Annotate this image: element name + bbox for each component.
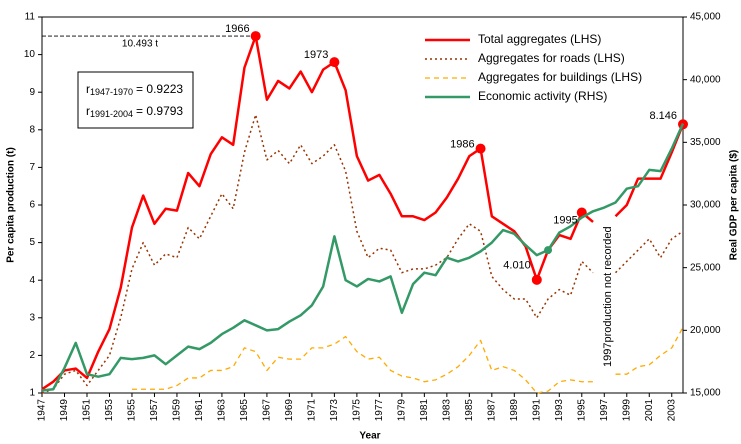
- y-tick-label: 2: [29, 350, 35, 361]
- correlation-period: 1991-2004: [90, 109, 133, 119]
- annotation: 1966: [225, 23, 249, 35]
- correlation-value: = 0.9793: [136, 104, 183, 118]
- y-tick-label: 11: [25, 12, 36, 23]
- y-tick-label: 5: [29, 237, 35, 248]
- legend-label: Aggregates for buildings (LHS): [478, 70, 642, 84]
- x-tick-label: 1993: [554, 399, 565, 422]
- x-tick-label: 1999: [621, 399, 632, 422]
- correlation: r1991-2004 = 0.9793: [86, 104, 183, 119]
- y-tick-label: 1: [29, 388, 35, 399]
- y2-tick-label: 30,000: [690, 200, 721, 211]
- x-tick-label: 1955: [127, 399, 138, 422]
- y2-axis-title: Real GDP per capita ($): [729, 150, 740, 260]
- x-tick-label: 1949: [59, 399, 70, 422]
- x-tick-label: 1967: [262, 399, 273, 422]
- y-axis-title: Per capita production (t): [6, 147, 17, 263]
- x-tick-label: 1961: [194, 399, 205, 422]
- x-tick-label: 1985: [464, 399, 475, 422]
- correlation-value: = 0.9223: [136, 82, 183, 96]
- y2-tick-label: 25,000: [690, 262, 721, 273]
- x-tick-label: 1975: [352, 399, 363, 422]
- legend-label: Economic activity (RHS): [478, 89, 607, 103]
- x-tick-label: 2001: [644, 399, 655, 422]
- x-tick-label: 1951: [82, 399, 93, 422]
- correlation-box: [77, 71, 194, 129]
- x-tick-label: 1971: [307, 399, 318, 422]
- x-tick-label: 1953: [104, 399, 115, 422]
- x-tick-label: 1973: [329, 399, 340, 422]
- correlation-period: 1947-1970: [90, 87, 133, 97]
- y-tick-label: 3: [29, 312, 35, 323]
- correlation: r1947-1970 = 0.9223: [86, 82, 183, 97]
- annotation: 4.010: [503, 260, 531, 272]
- correlation-symbol: r: [86, 104, 90, 118]
- point-marker: [475, 143, 486, 154]
- x-tick-label: 1987: [486, 399, 497, 422]
- x-tick-label: 1947: [37, 399, 48, 422]
- x-tick-label: 1991: [531, 399, 542, 422]
- x-axis-title: Year: [359, 431, 380, 442]
- y-tick-label: 7: [29, 162, 35, 173]
- y2-tick-label: 15,000: [690, 388, 721, 399]
- x-tick-label: 1983: [441, 399, 452, 422]
- y-tick-label: 4: [29, 275, 35, 286]
- point-marker: [250, 31, 261, 42]
- x-tick-label: 1989: [509, 399, 520, 422]
- reference-label: 10.493 t: [122, 39, 158, 50]
- x-tick-label: 2003: [666, 399, 677, 422]
- series-line: [41, 34, 685, 391]
- y-tick-label: 10: [24, 49, 36, 60]
- x-tick-label: 1965: [239, 399, 250, 422]
- annotation: 8.146: [649, 110, 677, 122]
- y2-tick-label: 40,000: [690, 74, 721, 85]
- y-tick-label: 8: [29, 124, 35, 135]
- annotation: 1995: [553, 214, 577, 226]
- point-marker: [329, 57, 340, 68]
- y-tick-label: 9: [29, 87, 35, 98]
- x-tick-label: 1957: [149, 399, 160, 422]
- annotation: 1973: [304, 49, 328, 61]
- correlation-symbol: r: [86, 82, 90, 96]
- x-tick-label: 1995: [576, 399, 587, 422]
- series-line: [131, 326, 684, 394]
- x-tick-label: 1963: [217, 399, 228, 422]
- legend-label: Total aggregates (LHS): [478, 32, 601, 46]
- x-tick-label: 1997: [599, 399, 610, 422]
- x-tick-label: 1959: [172, 399, 183, 422]
- legend-label: Aggregates for roads (LHS): [478, 51, 625, 65]
- x-tick-label: 1979: [397, 399, 408, 422]
- y-tick-label: 6: [29, 200, 35, 211]
- x-tick-label: 1981: [419, 399, 430, 422]
- point-marker: [531, 274, 542, 285]
- y2-tick-label: 20,000: [690, 325, 721, 336]
- x-tick-label: 1977: [374, 399, 385, 422]
- annotation: 1986: [450, 139, 474, 151]
- series-line: [41, 123, 685, 392]
- series-line: [41, 114, 684, 394]
- x-tick-label: 1969: [284, 399, 295, 422]
- point-marker: [544, 246, 553, 255]
- y2-tick-label: 45,000: [690, 12, 721, 23]
- y2-tick-label: 35,000: [690, 137, 721, 148]
- note: 1997production not recorded: [602, 226, 614, 367]
